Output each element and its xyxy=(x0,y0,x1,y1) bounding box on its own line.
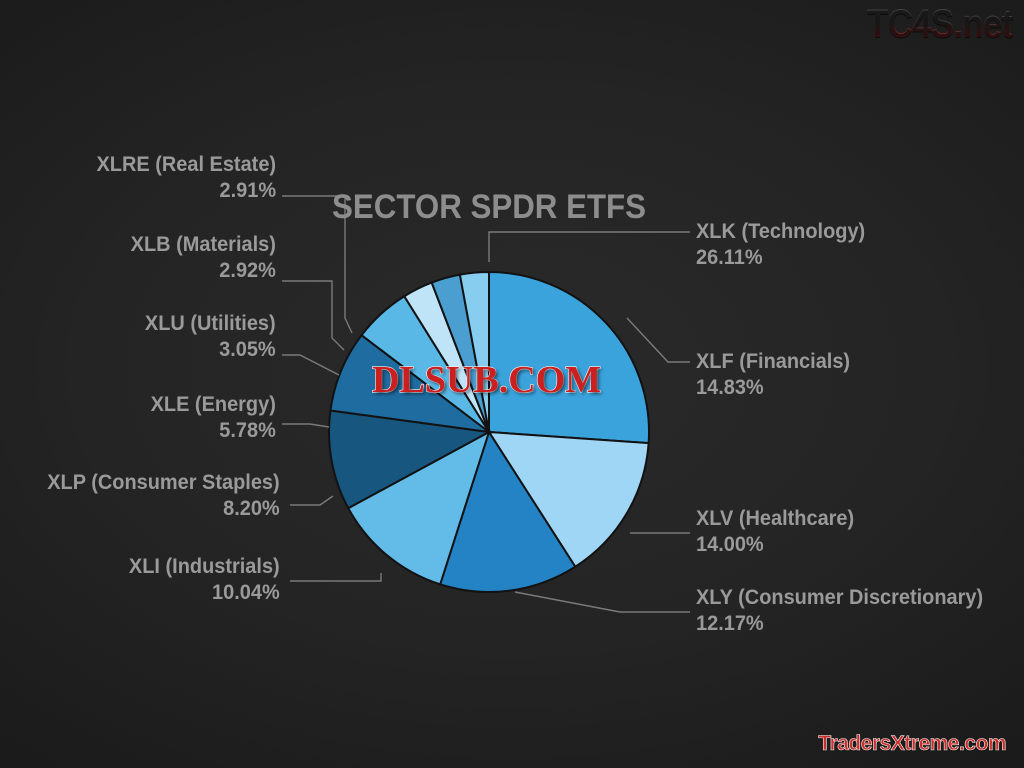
slice-label-xlu: XLU (Utilities) 3.05% xyxy=(145,311,276,362)
slice-label-xlb: XLB (Materials) 2.92% xyxy=(131,232,276,283)
slice-label-xlf-name: XLF (Financials) xyxy=(696,350,851,373)
slice-label-xly-name: XLY (Consumer Discretionary) xyxy=(696,586,984,609)
slice-label-xly: XLY (Consumer Discretionary) 12.17% xyxy=(696,585,983,636)
slice-label-xlre: XLRE (Real Estate) 2.91% xyxy=(96,152,276,203)
slice-label-xlre-pct: 2.91% xyxy=(219,178,276,202)
leader-line-xlk xyxy=(488,231,690,262)
slice-label-xle-name: XLE (Energy) xyxy=(150,393,276,416)
slice-label-xlu-pct: 3.05% xyxy=(219,337,276,361)
slice-label-xlv: XLV (Healthcare) 14.00% xyxy=(696,506,854,557)
slice-label-xlb-name: XLB (Materials) xyxy=(130,233,276,256)
slice-label-xle-pct: 5.78% xyxy=(219,418,276,442)
slice-label-xly-pct: 12.17% xyxy=(696,611,764,635)
slice-label-xlk-pct: 26.11% xyxy=(696,245,763,269)
pie-slice-xly xyxy=(346,429,491,586)
slice-label-xlu-name: XLU (Utilities) xyxy=(145,312,276,335)
slice-label-xli: XLI (Industrials) 10.04% xyxy=(129,554,280,605)
leader-line-xly xyxy=(514,591,690,613)
leader-line-xli xyxy=(290,573,382,582)
slice-label-xli-pct: 10.04% xyxy=(212,580,280,604)
slice-label-xlk: XLK (Technology) 26.11% xyxy=(696,219,865,270)
leader-line-xlp xyxy=(290,495,334,506)
leader-line-xle xyxy=(282,423,330,428)
leader-line-xlre xyxy=(282,195,353,334)
slice-label-xlp-name: XLP (Consumer Staples) xyxy=(47,471,280,494)
watermark-tradersxtreme: TradersXtreme.com xyxy=(818,732,1007,756)
leader-line-xlf xyxy=(626,317,690,363)
slice-label-xlk-name: XLK (Technology) xyxy=(696,220,866,243)
watermark-tc4s: TC4S.net xyxy=(866,2,1012,46)
pie-slices xyxy=(328,270,650,594)
slice-label-xlf-pct: 14.83% xyxy=(696,375,764,399)
slice-label-xli-name: XLI (Industrials) xyxy=(129,555,280,578)
pie-slice-xlv xyxy=(438,429,577,594)
watermark-dlsub: DLSUB.COM xyxy=(371,358,602,401)
leader-line-xlb xyxy=(282,280,345,351)
slice-label-xlf: XLF (Financials) 14.83% xyxy=(696,349,850,400)
chart-title: SECTOR SPDR ETFS xyxy=(332,188,647,226)
slice-label-xlv-name: XLV (Healthcare) xyxy=(696,507,855,530)
slice-label-xlb-pct: 2.92% xyxy=(219,258,276,282)
slice-label-xlp: XLP (Consumer Staples) 8.20% xyxy=(48,470,280,521)
slice-label-xle: XLE (Energy) 5.78% xyxy=(151,392,276,443)
slice-label-xlv-pct: 14.00% xyxy=(696,532,764,556)
leader-line-xlu xyxy=(282,354,340,376)
pie-slice-xlk xyxy=(488,270,650,445)
pie-slice-xlf xyxy=(487,430,650,569)
pie-slice-xli xyxy=(328,409,493,510)
leader-lines xyxy=(282,195,690,613)
pie-slice-xlre xyxy=(458,270,490,433)
slice-label-xlre-name: XLRE (Real Estate) xyxy=(96,153,276,176)
slice-label-xlp-pct: 8.20% xyxy=(223,496,280,520)
